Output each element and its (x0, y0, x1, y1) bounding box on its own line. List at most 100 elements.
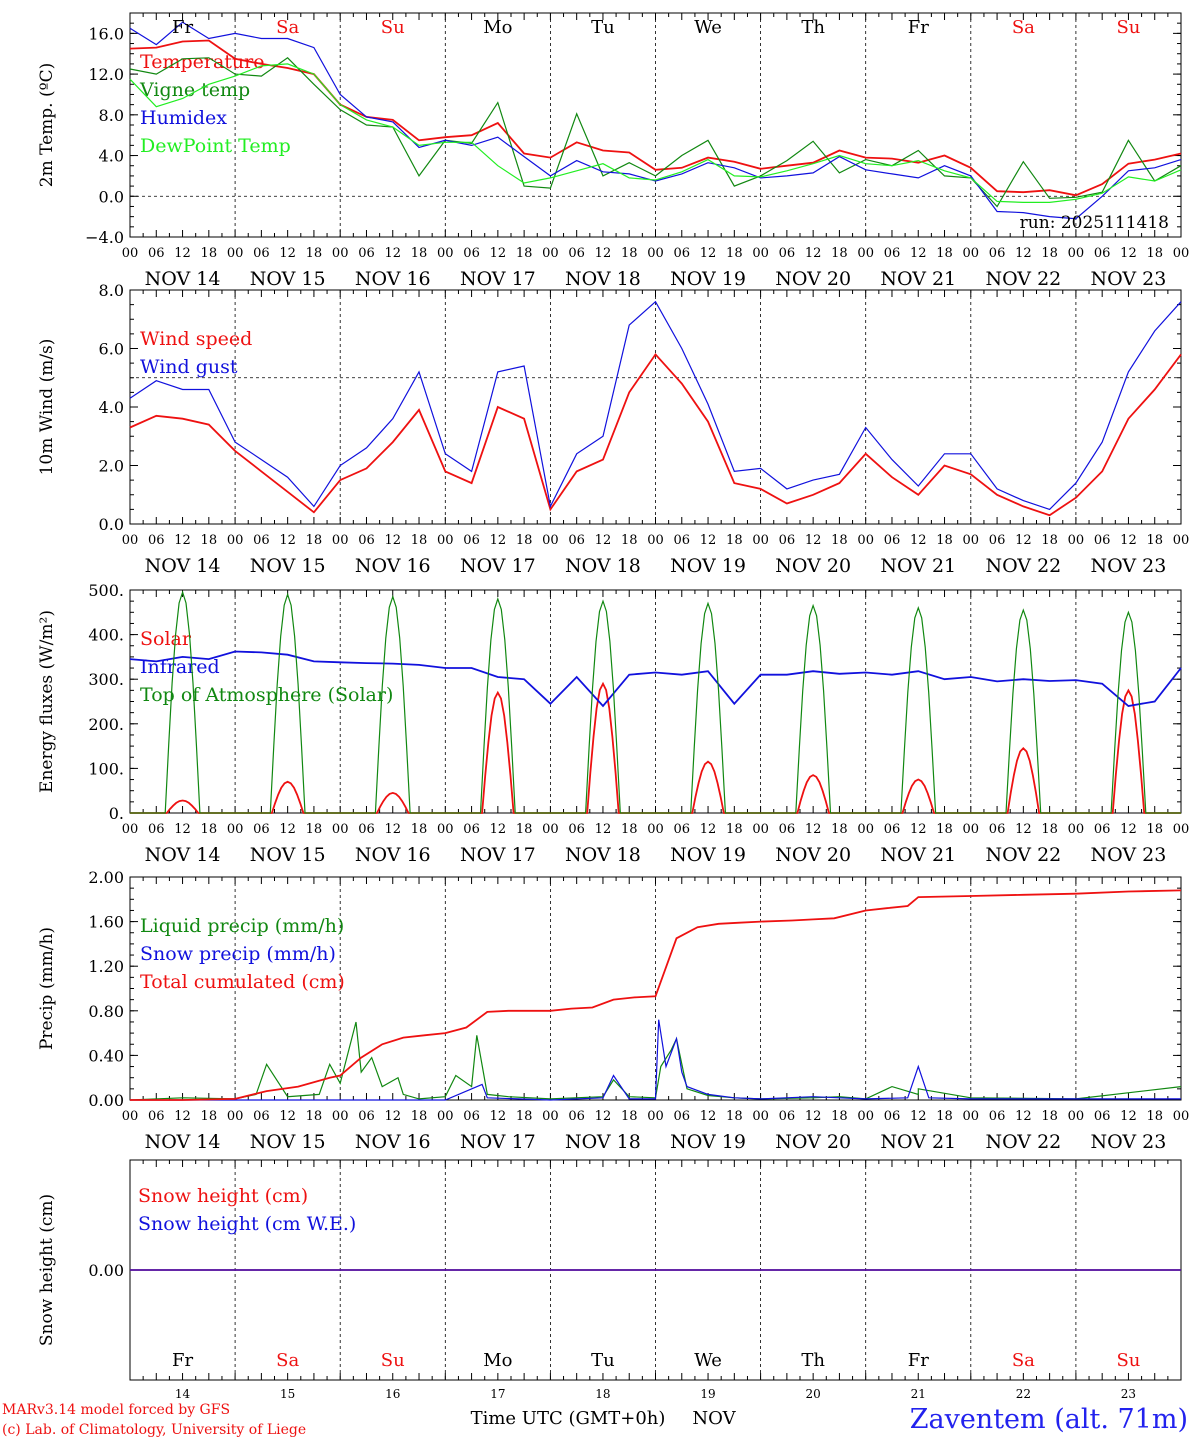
x-hour-label: 06 (989, 246, 1006, 261)
x-hour-label: 00 (332, 246, 349, 261)
weekday-label: Fr (172, 1350, 193, 1371)
legend-entry: Humidex (140, 107, 227, 129)
x-hour-label: 00 (1173, 822, 1190, 837)
x-date-label: NOV 15 (250, 555, 326, 577)
x-hour-label: 12 (490, 822, 507, 837)
x-hour-label: 12 (700, 246, 717, 261)
x-hour-label: 06 (568, 1109, 585, 1124)
x-hour-label: 12 (1120, 533, 1137, 548)
x-hour-label: 12 (279, 533, 296, 548)
x-hour-label: 12 (1120, 1109, 1137, 1124)
x-hour-label: 06 (779, 1109, 796, 1124)
x-hour-label: 18 (831, 822, 848, 837)
x-hour-label: 18 (936, 533, 953, 548)
x-hour-label: 12 (174, 1109, 191, 1124)
x-hour-label: 12 (490, 533, 507, 548)
y-tick-label: 4.0 (99, 398, 124, 417)
x-date-label: NOV 23 (1091, 844, 1167, 866)
x-hour-label: 06 (674, 822, 691, 837)
x-hour-label: 00 (122, 533, 139, 548)
y-tick-label: 200. (88, 715, 124, 734)
x-hour-label: 00 (963, 822, 980, 837)
footer: MARv3.14 model forced by GFS (c) Lab. of … (2, 1402, 1188, 1438)
series-line (130, 889, 1182, 1101)
x-hour-label: 00 (857, 246, 874, 261)
y-tick-label: 2.0 (99, 457, 124, 476)
x-hour-label: 18 (1041, 1109, 1058, 1124)
x-hour-label: 00 (647, 1109, 664, 1124)
x-hour-label: 18 (831, 533, 848, 548)
x-date-label: NOV 15 (250, 1131, 326, 1153)
x-date-label: NOV 21 (880, 844, 956, 866)
x-hour-label: 06 (148, 822, 165, 837)
day-number-label: 17 (490, 1387, 505, 1401)
x-hour-label: 12 (595, 246, 612, 261)
weekday-label: Tu (591, 17, 615, 38)
x-hour-label: 00 (1068, 246, 1085, 261)
y-tick-label: 2.00 (88, 868, 124, 887)
x-hour-label: 12 (279, 246, 296, 261)
x-hour-label: 18 (726, 246, 743, 261)
x-hour-label: 12 (910, 1109, 927, 1124)
x-hour-label: 18 (411, 1109, 428, 1124)
x-hour-label: 00 (857, 533, 874, 548)
x-date-label: NOV 16 (355, 1131, 431, 1153)
x-hour-label: 18 (411, 533, 428, 548)
x-hour-label: 12 (805, 822, 822, 837)
y-tick-label: 0.00 (88, 1261, 124, 1280)
legend-entry: Temperature (140, 51, 264, 73)
day-number-label: 16 (385, 1387, 400, 1401)
y-tick-label: 400. (88, 626, 124, 645)
x-hour-label: 06 (674, 1109, 691, 1124)
x-hour-label: 06 (358, 822, 375, 837)
x-date-label: NOV 21 (880, 555, 956, 577)
x-date-label: NOV 16 (355, 555, 431, 577)
day-number-label: 14 (175, 1387, 191, 1401)
x-hour-label: 00 (752, 822, 769, 837)
x-date-label: NOV 19 (670, 268, 746, 290)
weekday-label: Su (381, 17, 405, 38)
legend-entry: Wind gust (140, 356, 238, 378)
x-hour-label: 12 (910, 533, 927, 548)
x-hour-label: 18 (726, 822, 743, 837)
x-hour-label: 12 (910, 822, 927, 837)
x-hour-label: 12 (384, 822, 401, 837)
y-tick-label: 0.80 (88, 1002, 124, 1021)
x-hour-label: 06 (989, 1109, 1006, 1124)
x-hour-label: 12 (595, 822, 612, 837)
x-hour-label: 00 (437, 533, 454, 548)
x-hour-label: 12 (595, 1109, 612, 1124)
x-date-label: NOV 16 (355, 268, 431, 290)
x-hour-label: 18 (306, 533, 323, 548)
x-hour-label: 18 (621, 1109, 638, 1124)
x-date-label: NOV 18 (565, 844, 641, 866)
x-date-label: NOV 22 (985, 555, 1061, 577)
x-hour-label: 18 (201, 246, 218, 261)
y-axis-label: 10m Wind (m/s) (37, 339, 57, 476)
x-hour-label: 00 (332, 533, 349, 548)
x-hour-label: 12 (1120, 822, 1137, 837)
x-hour-label: 18 (1146, 1109, 1163, 1124)
x-hour-label: 18 (201, 822, 218, 837)
x-hour-label: 00 (963, 1109, 980, 1124)
x-hour-label: 06 (463, 822, 480, 837)
x-hour-label: 18 (726, 1109, 743, 1124)
x-date-label: NOV 22 (985, 268, 1061, 290)
x-hour-label: 06 (148, 1109, 165, 1124)
x-hour-label: 18 (1041, 822, 1058, 837)
day-number-label: 18 (595, 1387, 610, 1401)
x-date-label: NOV 17 (460, 844, 536, 866)
x-date-label: NOV 18 (565, 555, 641, 577)
x-hour-label: 12 (1015, 1109, 1032, 1124)
x-hour-label: 00 (647, 822, 664, 837)
x-hour-label: 00 (227, 533, 244, 548)
x-hour-label: 06 (989, 822, 1006, 837)
day-number-label: 21 (911, 1387, 926, 1401)
x-hour-label: 06 (568, 822, 585, 837)
x-date-label: NOV 22 (985, 1131, 1061, 1153)
x-hour-label: 00 (227, 246, 244, 261)
x-date-label: NOV 17 (460, 268, 536, 290)
weekday-label: Mo (483, 1350, 512, 1371)
y-tick-label: 8.0 (99, 281, 124, 300)
